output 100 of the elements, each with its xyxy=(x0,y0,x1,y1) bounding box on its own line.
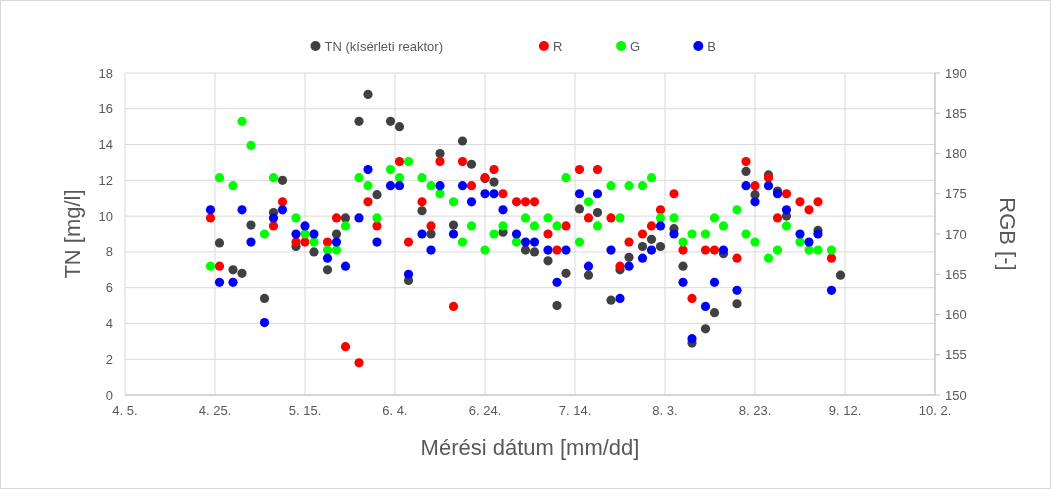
point xyxy=(561,221,571,231)
point xyxy=(466,159,477,169)
y-tick-label: 2 xyxy=(105,351,113,367)
point xyxy=(511,197,522,207)
point xyxy=(606,245,616,255)
point xyxy=(732,253,742,263)
point xyxy=(385,116,396,126)
point xyxy=(340,261,351,271)
point xyxy=(426,229,436,239)
point xyxy=(448,229,459,239)
y-tick-label: 14 xyxy=(98,137,113,153)
y2-tick-label: 150 xyxy=(945,387,967,403)
legend-label: R xyxy=(552,38,563,54)
point xyxy=(237,116,247,126)
point xyxy=(498,205,508,215)
point xyxy=(732,205,742,215)
point xyxy=(363,181,373,191)
point xyxy=(574,189,585,199)
point xyxy=(583,270,594,280)
point xyxy=(552,221,562,231)
point xyxy=(700,324,711,334)
point xyxy=(552,277,562,287)
point xyxy=(466,197,477,207)
point xyxy=(489,189,499,199)
point xyxy=(259,317,270,328)
x-tick-label: 8. 3. xyxy=(652,403,678,418)
point xyxy=(291,237,301,247)
point xyxy=(781,205,792,215)
point xyxy=(804,245,814,255)
point xyxy=(529,221,540,231)
point xyxy=(214,277,225,287)
point xyxy=(246,140,256,151)
point xyxy=(489,177,499,187)
point xyxy=(394,156,405,167)
point xyxy=(678,245,688,255)
x-tick-label: 8. 23. xyxy=(738,403,772,418)
point xyxy=(480,245,490,255)
point xyxy=(520,245,531,255)
point xyxy=(637,253,648,263)
x-axis-title: Mérési dátum [mm/dd] xyxy=(420,435,640,460)
y2-tick-label: 175 xyxy=(945,186,967,202)
point xyxy=(835,270,846,280)
point xyxy=(813,229,823,239)
point xyxy=(214,261,225,271)
point xyxy=(489,165,499,175)
y-axis-title: TN [mg/l] xyxy=(60,189,85,279)
point xyxy=(498,221,508,231)
point xyxy=(732,285,742,295)
point xyxy=(277,175,288,185)
point xyxy=(214,173,225,183)
point xyxy=(826,253,837,263)
y2-tick-label: 155 xyxy=(945,347,967,363)
point xyxy=(718,245,729,255)
point xyxy=(435,156,445,167)
point xyxy=(205,261,216,271)
point xyxy=(268,173,279,183)
y-tick-label: 18 xyxy=(98,65,113,81)
point xyxy=(781,221,792,231)
point xyxy=(552,245,562,255)
point xyxy=(520,197,531,207)
x-tick-label: 5. 15. xyxy=(288,403,322,418)
point xyxy=(687,293,697,303)
point xyxy=(385,181,396,191)
point xyxy=(403,237,414,247)
point xyxy=(781,189,792,199)
point xyxy=(646,234,657,244)
point xyxy=(709,245,720,255)
point xyxy=(592,221,603,231)
point xyxy=(448,301,459,312)
point xyxy=(205,205,216,215)
point xyxy=(354,213,364,223)
point xyxy=(709,308,720,318)
point xyxy=(678,237,688,247)
y2-tick-label: 160 xyxy=(945,307,967,323)
point xyxy=(246,220,256,230)
point xyxy=(750,237,760,247)
point xyxy=(678,261,688,271)
point xyxy=(331,213,342,223)
point xyxy=(543,245,553,255)
y-tick-label: 16 xyxy=(98,101,113,117)
point xyxy=(592,165,603,175)
point xyxy=(763,253,774,263)
point xyxy=(291,229,301,239)
point xyxy=(592,207,603,218)
point xyxy=(291,213,301,223)
point xyxy=(606,213,616,223)
point xyxy=(574,204,585,214)
point xyxy=(435,189,445,199)
point xyxy=(561,173,571,183)
point xyxy=(322,253,333,263)
point xyxy=(394,122,405,132)
point xyxy=(529,237,540,247)
point xyxy=(543,213,553,223)
x-tick-label: 7. 14. xyxy=(558,403,592,418)
y-tick-label: 10 xyxy=(98,208,113,224)
point xyxy=(340,213,351,223)
point xyxy=(457,156,468,167)
point xyxy=(489,229,499,239)
point xyxy=(826,285,837,295)
point xyxy=(763,181,774,191)
